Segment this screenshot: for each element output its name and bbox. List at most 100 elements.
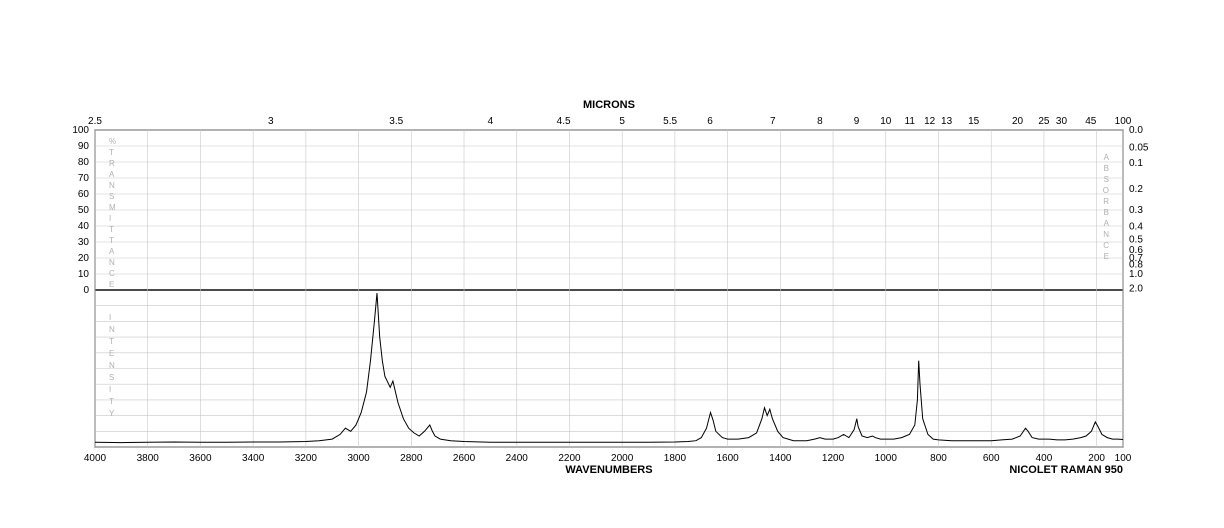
bottom-left-axis-letter: S — [109, 373, 114, 382]
top-left-axis-letter: N — [109, 258, 115, 267]
bottom-left-axis-letter: Y — [109, 409, 115, 418]
top-x-axis-title: MICRONS — [583, 99, 635, 111]
bottom-x-tick-label: 1400 — [769, 453, 792, 464]
bottom-x-tick-label: 200 — [1088, 453, 1105, 464]
top-left-axis-letter: T — [109, 148, 114, 157]
bottom-x-tick-label: 2000 — [611, 453, 634, 464]
top-right-axis-letter: A — [1104, 153, 1110, 162]
top-left-axis-letter: T — [109, 225, 114, 234]
top-x-tick-label: 45 — [1085, 116, 1097, 127]
top-left-tick-label: 50 — [78, 205, 90, 216]
bottom-left-axis-letter: I — [109, 385, 111, 394]
top-x-tick-label: 30 — [1056, 116, 1068, 127]
top-left-axis-letter: T — [109, 236, 114, 245]
top-right-tick-label: 0.4 — [1129, 221, 1143, 232]
top-left-axis-letter: I — [109, 214, 111, 223]
top-left-axis-letter: M — [109, 203, 116, 212]
top-right-tick-label: 2.0 — [1129, 283, 1143, 294]
top-right-tick-label: 0.0 — [1129, 125, 1143, 136]
top-left-axis-letter: R — [109, 159, 115, 168]
bottom-x-tick-label: 800 — [930, 453, 947, 464]
bottom-left-axis-letter: T — [109, 397, 114, 406]
top-left-axis-letter: E — [109, 280, 114, 289]
bottom-x-tick-label: 4000 — [84, 453, 107, 464]
bottom-x-tick-label: 2400 — [506, 453, 529, 464]
top-right-axis-letter: O — [1103, 186, 1109, 195]
top-left-tick-label: 80 — [78, 157, 90, 168]
bottom-x-axis-title: WAVENUMBERS — [565, 464, 652, 476]
top-x-tick-label: 3.5 — [389, 116, 403, 127]
top-right-axis-letter: E — [1104, 252, 1109, 261]
top-x-tick-label: 7 — [770, 116, 776, 127]
top-left-tick-label: 100 — [72, 125, 89, 136]
instrument-label: NICOLET RAMAN 950 — [1009, 464, 1123, 476]
bottom-left-axis-letter: E — [109, 349, 114, 358]
bottom-x-tick-label: 1200 — [822, 453, 845, 464]
bottom-left-axis-letter: N — [109, 361, 115, 370]
top-left-tick-label: 30 — [78, 237, 90, 248]
bottom-x-tick-label: 400 — [1036, 453, 1053, 464]
top-left-axis-letter: C — [109, 269, 115, 278]
top-x-tick-label: 5 — [619, 116, 625, 127]
bottom-left-axis-letter: N — [109, 325, 115, 334]
top-left-axis-letter: % — [109, 137, 116, 146]
bottom-x-tick-label: 1800 — [664, 453, 687, 464]
bottom-x-tick-label: 2800 — [400, 453, 423, 464]
bottom-x-tick-label: 3600 — [189, 453, 212, 464]
top-left-axis-letter: A — [109, 247, 115, 256]
bottom-left-axis-letter: T — [109, 337, 114, 346]
top-right-tick-label: 0.2 — [1129, 184, 1143, 195]
top-x-tick-label: 12 — [924, 116, 936, 127]
spectrum-trace — [95, 293, 1123, 443]
top-x-tick-label: 5.5 — [663, 116, 677, 127]
top-right-tick-label: 0.05 — [1129, 142, 1149, 153]
top-left-tick-label: 10 — [78, 269, 90, 280]
top-right-axis-letter: S — [1104, 175, 1109, 184]
top-right-axis-letter: A — [1104, 219, 1110, 228]
bottom-x-tick-label: 2200 — [558, 453, 581, 464]
spectrum-chart: MICRONS2.533.544.555.5678910111213152025… — [0, 0, 1224, 528]
top-right-axis-letter: B — [1104, 164, 1109, 173]
top-x-tick-label: 11 — [905, 116, 916, 127]
top-right-axis-letter: R — [1103, 197, 1109, 206]
bottom-x-tick-label: 3800 — [137, 453, 160, 464]
top-right-axis-letter: C — [1103, 241, 1109, 250]
bottom-x-tick-label: 3400 — [242, 453, 265, 464]
top-left-tick-label: 70 — [78, 173, 90, 184]
spectrum-svg: MICRONS2.533.544.555.5678910111213152025… — [0, 0, 1224, 528]
top-x-tick-label: 4 — [488, 116, 494, 127]
top-right-axis-letter: N — [1103, 230, 1109, 239]
bottom-x-tick-label: 3000 — [347, 453, 370, 464]
top-left-axis-letter: A — [109, 170, 115, 179]
bottom-x-tick-label: 1000 — [875, 453, 898, 464]
top-x-tick-label: 20 — [1012, 116, 1024, 127]
bottom-left-axis-letter: I — [109, 313, 111, 322]
top-x-tick-label: 15 — [968, 116, 980, 127]
top-x-tick-label: 8 — [817, 116, 823, 127]
top-right-axis-letter: B — [1104, 208, 1109, 217]
top-left-axis-letter: S — [109, 192, 114, 201]
top-x-tick-label: 3 — [268, 116, 274, 127]
top-right-tick-label: 0.3 — [1129, 205, 1143, 216]
top-x-tick-label: 4.5 — [557, 116, 571, 127]
top-left-tick-label: 90 — [78, 141, 90, 152]
bottom-x-tick-label: 600 — [983, 453, 1000, 464]
top-left-tick-label: 0 — [83, 285, 89, 296]
top-left-tick-label: 20 — [78, 253, 90, 264]
top-x-tick-label: 10 — [880, 116, 892, 127]
bottom-x-tick-label: 1600 — [716, 453, 739, 464]
top-left-axis-letter: N — [109, 181, 115, 190]
top-x-tick-label: 25 — [1038, 116, 1050, 127]
top-x-tick-label: 9 — [854, 116, 860, 127]
top-x-tick-label: 2.5 — [88, 116, 102, 127]
top-x-tick-label: 6 — [707, 116, 713, 127]
top-right-tick-label: 1.0 — [1129, 269, 1143, 280]
bottom-x-tick-label: 2600 — [453, 453, 476, 464]
top-x-tick-label: 13 — [941, 116, 953, 127]
top-right-tick-label: 0.1 — [1129, 158, 1143, 169]
top-right-tick-label: 0.5 — [1129, 234, 1143, 245]
bottom-x-tick-label: 100 — [1115, 453, 1132, 464]
bottom-x-tick-label: 3200 — [295, 453, 318, 464]
top-left-tick-label: 60 — [78, 189, 90, 200]
top-left-tick-label: 40 — [78, 221, 90, 232]
